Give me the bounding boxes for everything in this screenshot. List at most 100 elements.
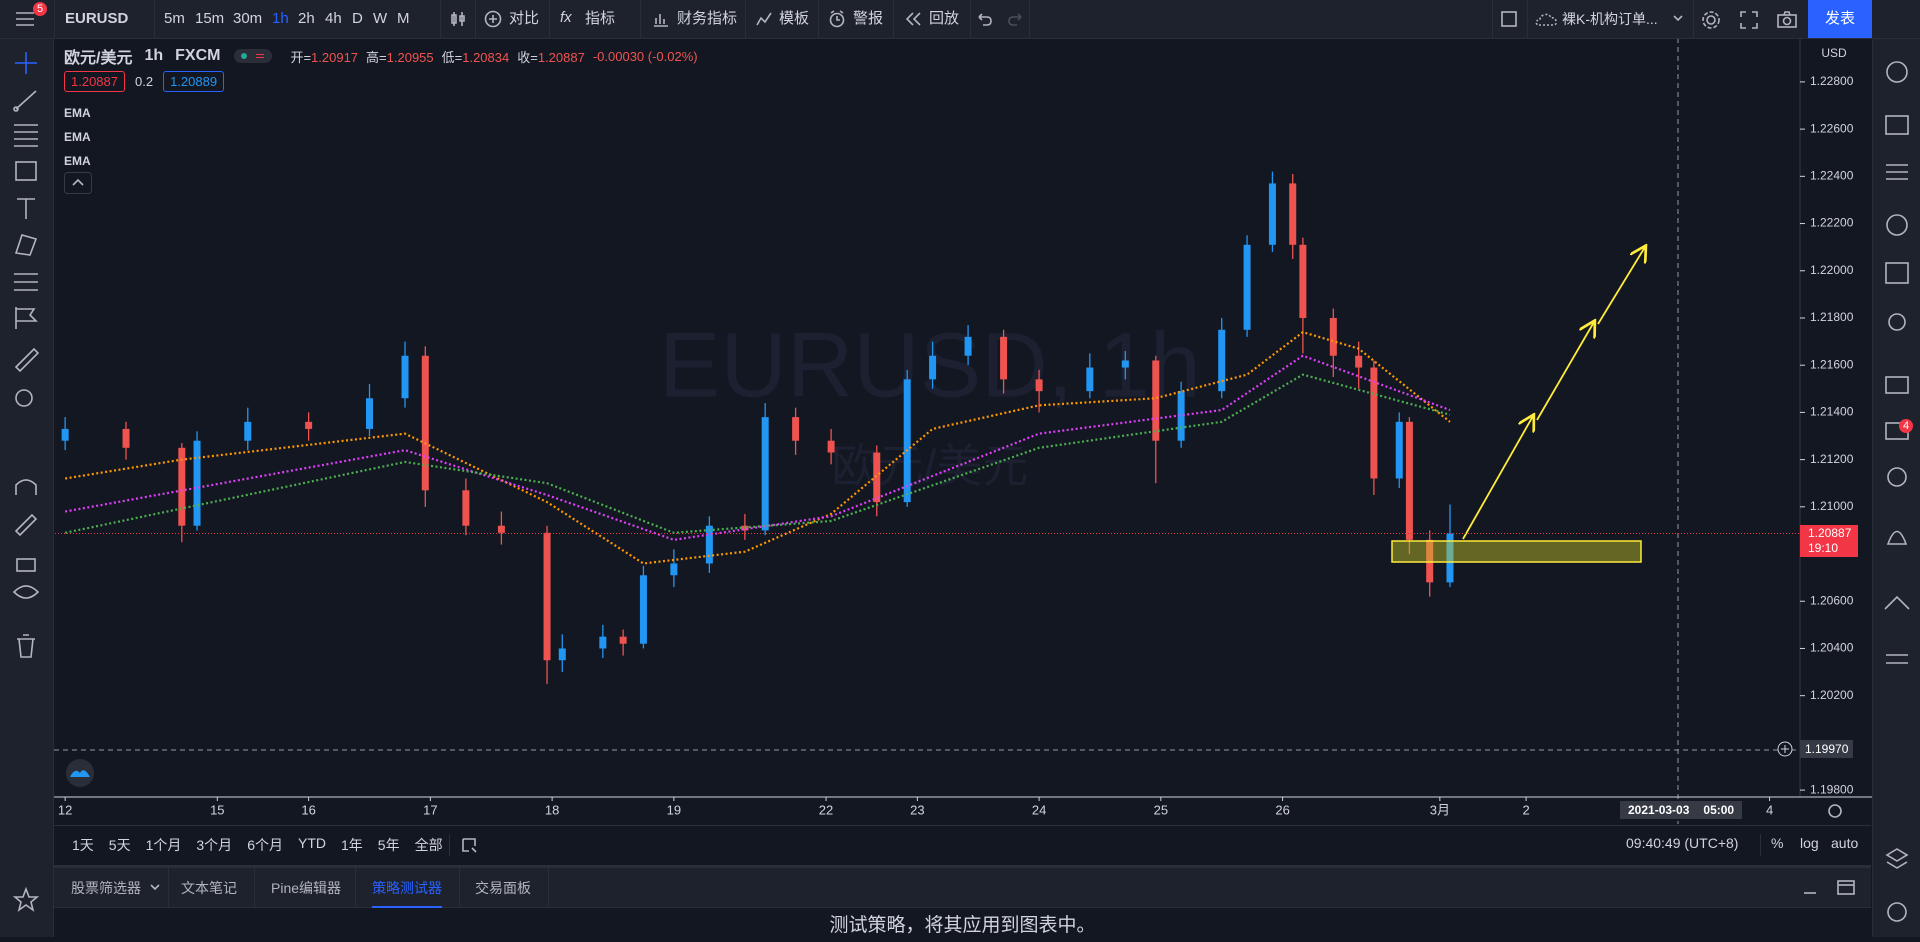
undo-redo[interactable] bbox=[975, 11, 1025, 27]
tab-dropdown[interactable] bbox=[149, 883, 161, 893]
fib-tool[interactable] bbox=[14, 124, 38, 147]
compare-icon[interactable] bbox=[484, 10, 502, 28]
panel-controls[interactable] bbox=[1800, 878, 1864, 898]
dom-panel[interactable] bbox=[1886, 654, 1908, 664]
layers-panel[interactable] bbox=[1885, 848, 1909, 869]
range-button[interactable]: 全部 bbox=[414, 837, 443, 853]
template-icon[interactable] bbox=[755, 10, 773, 28]
x-tick-label: 16 bbox=[301, 802, 315, 817]
clock[interactable]: 09:40:49 (UTC+8) bbox=[1626, 835, 1739, 851]
indicator-name[interactable]: EMA bbox=[64, 130, 91, 144]
notifications-panel[interactable] bbox=[1886, 530, 1908, 545]
percent-toggle[interactable]: % bbox=[1771, 835, 1784, 851]
interval[interactable]: D bbox=[352, 10, 363, 27]
interval[interactable]: M bbox=[397, 10, 410, 27]
interval[interactable]: 5m bbox=[164, 10, 185, 27]
add-alert[interactable] bbox=[1776, 740, 1794, 758]
favorites-tool[interactable] bbox=[12, 886, 40, 912]
news-panel[interactable] bbox=[1886, 214, 1908, 236]
symbol-search[interactable]: EURUSD bbox=[65, 10, 129, 27]
snapshot-button[interactable] bbox=[1776, 10, 1798, 30]
crosshair-tool[interactable] bbox=[15, 52, 37, 74]
visibility-tool[interactable] bbox=[12, 585, 40, 599]
range-button[interactable]: 1个月 bbox=[145, 837, 182, 853]
chart-type-icon[interactable] bbox=[448, 9, 468, 29]
ruler-tool[interactable] bbox=[14, 347, 40, 373]
watchlist-panel[interactable] bbox=[1885, 115, 1909, 135]
prediction-tool[interactable] bbox=[14, 273, 38, 291]
replay-icon[interactable] bbox=[904, 11, 922, 27]
settings-icon[interactable] bbox=[1828, 804, 1842, 818]
icon-tool[interactable] bbox=[15, 307, 38, 329]
replay-button[interactable]: 回放 bbox=[929, 10, 960, 27]
drawn-rectangle[interactable] bbox=[1391, 540, 1642, 563]
interval[interactable]: 1h bbox=[272, 10, 289, 27]
interval[interactable]: W bbox=[373, 10, 388, 27]
indicator-icon[interactable]: fx bbox=[560, 9, 572, 26]
range-button[interactable]: 1年 bbox=[340, 837, 363, 853]
lock-drawing-tool[interactable] bbox=[14, 513, 38, 537]
range-button[interactable]: 6个月 bbox=[247, 837, 283, 853]
goto-date[interactable] bbox=[460, 836, 478, 854]
range-bar: 1天 5天 1个月 3个月 6个月 YTD 1年 5年 全部 09:40:49 … bbox=[54, 825, 1871, 869]
range-button[interactable]: 5年 bbox=[377, 837, 400, 853]
log-toggle[interactable]: log bbox=[1800, 835, 1819, 851]
bid-price[interactable]: 1.20887 bbox=[64, 71, 125, 92]
shape-tool[interactable] bbox=[15, 161, 37, 181]
help-panel[interactable] bbox=[1887, 902, 1907, 922]
range-button[interactable]: 3个月 bbox=[196, 837, 233, 853]
magnet-tool[interactable] bbox=[15, 479, 37, 495]
text-tool[interactable] bbox=[17, 198, 35, 219]
range-button[interactable]: YTD bbox=[297, 835, 326, 851]
delete-tool[interactable] bbox=[17, 634, 35, 658]
cloud-icon[interactable] bbox=[1534, 11, 1558, 27]
alert-button[interactable]: 警报 bbox=[853, 10, 884, 27]
ideas-panel[interactable] bbox=[1888, 313, 1906, 331]
trading-panel[interactable] bbox=[1884, 595, 1910, 610]
x-tick-label: 15 bbox=[210, 802, 224, 817]
drawn-arrow[interactable] bbox=[1462, 247, 1645, 540]
indicators-button[interactable]: 指标 bbox=[585, 10, 616, 27]
alerts-panel[interactable] bbox=[1886, 61, 1908, 83]
template-button[interactable]: 模板 bbox=[779, 10, 810, 27]
alert-icon[interactable] bbox=[828, 10, 846, 28]
menu-icon[interactable] bbox=[14, 9, 36, 29]
lock-tool[interactable] bbox=[16, 558, 36, 572]
details-panel[interactable] bbox=[1886, 164, 1908, 180]
calendar-panel[interactable] bbox=[1885, 262, 1909, 284]
layout-dropdown[interactable] bbox=[1672, 14, 1684, 24]
panel-tab-active[interactable]: 策略测试器 bbox=[372, 878, 442, 908]
ask-price[interactable]: 1.20889 bbox=[163, 71, 225, 92]
panel-tab[interactable]: 交易面板 bbox=[475, 880, 531, 896]
interval[interactable]: 15m bbox=[195, 10, 225, 27]
chat-panel[interactable] bbox=[1885, 376, 1909, 394]
publish-button[interactable]: 发表 bbox=[1808, 0, 1872, 38]
range-button[interactable]: 1天 bbox=[72, 837, 94, 853]
interval[interactable]: 30m bbox=[233, 10, 263, 27]
settings-button[interactable] bbox=[1700, 9, 1722, 31]
market-status[interactable] bbox=[234, 49, 273, 63]
interval[interactable]: 4h bbox=[325, 10, 342, 27]
panel-tab[interactable]: Pine编辑器 bbox=[271, 880, 342, 896]
trend-line-tool[interactable] bbox=[13, 90, 37, 112]
panel-tab[interactable]: 文本笔记 bbox=[181, 880, 237, 896]
financials-icon[interactable] bbox=[652, 10, 670, 28]
range-button[interactable]: 5天 bbox=[108, 837, 131, 853]
auto-toggle[interactable]: auto bbox=[1831, 835, 1859, 851]
financials-button[interactable]: 财务指标 bbox=[677, 10, 738, 27]
layout-name[interactable]: 裸K-机构订单... bbox=[1562, 11, 1658, 27]
compare-button[interactable]: 对比 bbox=[509, 10, 540, 27]
zoom-tool[interactable] bbox=[15, 389, 33, 407]
candle-body bbox=[462, 490, 470, 526]
layout-icon[interactable] bbox=[1500, 10, 1518, 28]
indicator-name[interactable]: EMA bbox=[64, 106, 91, 120]
fullscreen-button[interactable] bbox=[1739, 10, 1759, 30]
streams-panel[interactable] bbox=[1887, 467, 1907, 487]
interval[interactable]: 2h bbox=[298, 10, 315, 27]
pattern-tool[interactable] bbox=[14, 234, 38, 256]
candle-body bbox=[903, 379, 911, 503]
indicator-name[interactable]: EMA bbox=[64, 154, 91, 168]
notification-badge: 5 bbox=[33, 2, 48, 16]
panel-tab[interactable]: 股票筛选器 bbox=[71, 880, 141, 896]
collapse-legend[interactable] bbox=[64, 172, 92, 194]
